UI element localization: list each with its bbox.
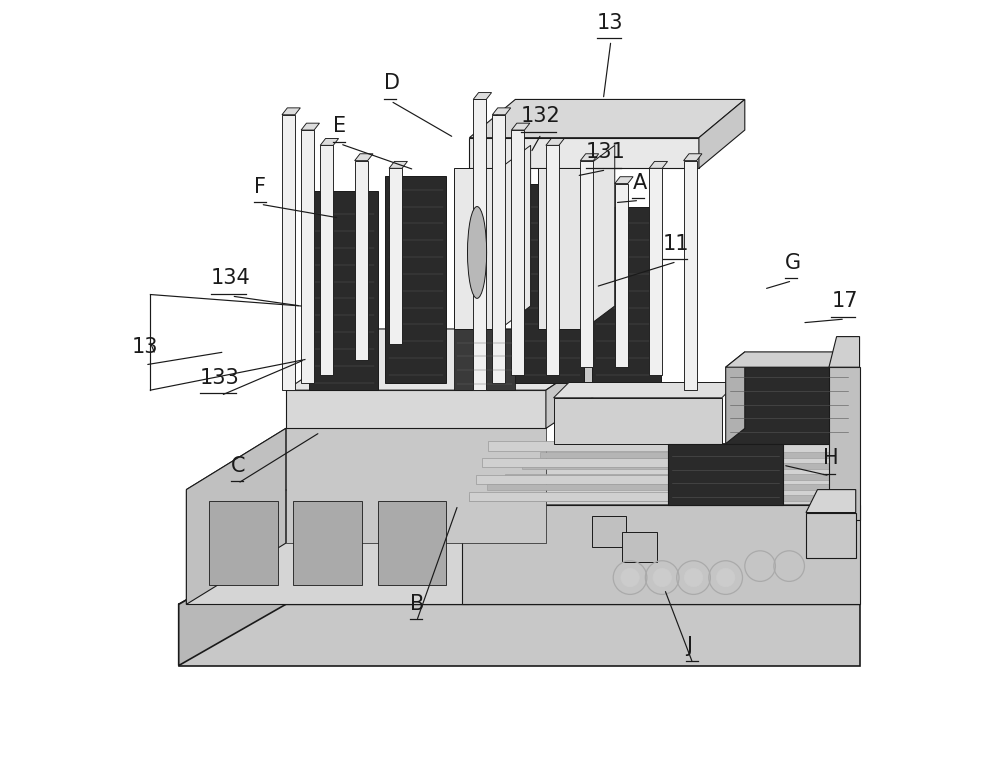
Polygon shape — [726, 352, 745, 444]
Polygon shape — [726, 352, 852, 367]
Polygon shape — [473, 93, 492, 99]
Polygon shape — [554, 398, 722, 444]
Polygon shape — [389, 168, 402, 344]
Circle shape — [621, 568, 639, 587]
Polygon shape — [469, 138, 699, 168]
Polygon shape — [584, 145, 615, 329]
Circle shape — [684, 568, 703, 587]
Polygon shape — [282, 115, 295, 390]
Polygon shape — [554, 382, 737, 398]
Polygon shape — [488, 441, 714, 451]
Polygon shape — [454, 329, 515, 390]
Polygon shape — [286, 329, 638, 390]
Polygon shape — [540, 452, 856, 458]
Polygon shape — [179, 543, 286, 666]
Text: 132: 132 — [521, 106, 560, 126]
Circle shape — [716, 568, 735, 587]
Polygon shape — [385, 176, 446, 382]
Polygon shape — [538, 168, 584, 329]
Text: C: C — [231, 456, 245, 476]
Polygon shape — [615, 177, 633, 184]
Polygon shape — [829, 337, 860, 367]
Polygon shape — [829, 367, 860, 520]
Polygon shape — [309, 191, 378, 390]
Polygon shape — [684, 161, 697, 390]
Polygon shape — [282, 108, 300, 115]
Polygon shape — [179, 604, 860, 666]
Polygon shape — [301, 123, 319, 130]
Polygon shape — [469, 492, 714, 501]
Polygon shape — [355, 161, 368, 360]
Polygon shape — [649, 168, 662, 375]
Polygon shape — [487, 484, 856, 490]
Polygon shape — [546, 138, 564, 145]
Polygon shape — [482, 458, 714, 467]
Polygon shape — [186, 490, 469, 604]
Polygon shape — [320, 145, 333, 375]
Polygon shape — [726, 367, 852, 444]
Polygon shape — [209, 501, 278, 585]
Ellipse shape — [467, 207, 487, 298]
Polygon shape — [473, 99, 486, 390]
Text: J: J — [686, 636, 692, 656]
Polygon shape — [186, 428, 546, 490]
Polygon shape — [511, 123, 530, 130]
Text: B: B — [410, 594, 424, 614]
Polygon shape — [320, 138, 339, 145]
Text: F: F — [254, 177, 266, 197]
Polygon shape — [389, 161, 407, 168]
Text: 17: 17 — [831, 291, 858, 311]
Polygon shape — [286, 428, 546, 543]
Polygon shape — [511, 130, 524, 375]
Polygon shape — [522, 463, 856, 469]
Polygon shape — [492, 115, 505, 382]
Polygon shape — [668, 444, 783, 505]
Polygon shape — [592, 207, 661, 382]
Polygon shape — [580, 161, 593, 367]
Text: 13: 13 — [131, 337, 158, 357]
Polygon shape — [515, 184, 584, 382]
Polygon shape — [355, 154, 373, 161]
Text: 134: 134 — [211, 269, 251, 288]
Polygon shape — [505, 474, 856, 480]
Polygon shape — [580, 154, 599, 161]
Polygon shape — [546, 329, 638, 428]
Polygon shape — [684, 154, 702, 161]
Text: 11: 11 — [663, 234, 689, 254]
Circle shape — [653, 568, 671, 587]
Polygon shape — [546, 145, 559, 375]
Text: 133: 133 — [200, 368, 240, 388]
Polygon shape — [649, 161, 668, 168]
Polygon shape — [469, 495, 856, 501]
Polygon shape — [622, 532, 657, 562]
Polygon shape — [806, 490, 856, 513]
Polygon shape — [179, 543, 860, 604]
Polygon shape — [500, 145, 531, 329]
Text: 131: 131 — [586, 142, 625, 162]
Text: G: G — [785, 253, 801, 273]
Polygon shape — [186, 428, 286, 604]
Polygon shape — [469, 99, 745, 138]
Polygon shape — [476, 475, 714, 484]
Polygon shape — [301, 130, 314, 382]
Polygon shape — [293, 501, 362, 585]
Polygon shape — [699, 99, 745, 168]
Polygon shape — [592, 516, 626, 547]
Polygon shape — [378, 501, 446, 585]
Text: D: D — [384, 73, 400, 93]
Polygon shape — [806, 513, 856, 558]
Polygon shape — [454, 168, 500, 329]
Text: H: H — [823, 448, 838, 468]
Text: A: A — [632, 173, 647, 193]
Polygon shape — [615, 184, 628, 367]
Polygon shape — [286, 390, 546, 428]
Text: 13: 13 — [597, 13, 624, 33]
Polygon shape — [492, 108, 511, 115]
Text: E: E — [333, 116, 346, 136]
Polygon shape — [462, 505, 860, 604]
Polygon shape — [462, 444, 860, 505]
